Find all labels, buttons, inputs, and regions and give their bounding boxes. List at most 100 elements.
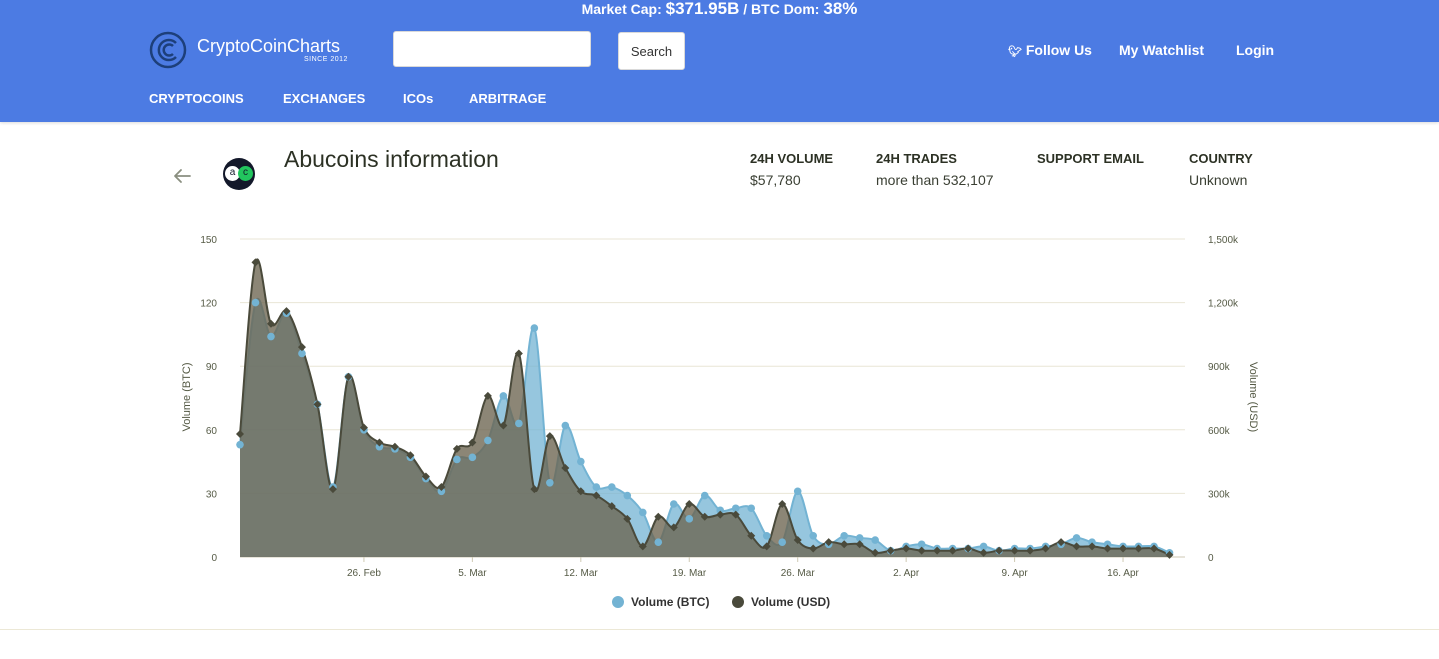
point-btc <box>979 542 988 551</box>
point-btc <box>793 487 802 496</box>
x-tick-label: 19. Mar <box>672 568 707 579</box>
back-arrow-icon[interactable] <box>170 164 194 188</box>
point-btc <box>762 532 771 540</box>
point-btc <box>731 504 740 513</box>
point-usd <box>328 485 337 494</box>
point-btc <box>1103 540 1112 549</box>
btc-dominance-value: 38% <box>823 0 858 18</box>
point-btc <box>747 504 756 513</box>
point-btc <box>577 457 585 466</box>
point-usd <box>406 451 415 460</box>
point-btc <box>251 298 260 307</box>
point-usd <box>995 546 1004 555</box>
point-usd <box>437 483 446 492</box>
point-usd <box>1119 544 1128 553</box>
point-usd <box>1010 546 1019 555</box>
point-usd <box>468 438 477 447</box>
legend-item-btc[interactable]: Volume (BTC) <box>612 595 709 609</box>
point-btc <box>700 491 709 500</box>
point-btc <box>1072 534 1081 542</box>
point-usd <box>359 423 368 432</box>
point-usd <box>669 523 678 532</box>
point-btc <box>515 419 523 428</box>
point-usd <box>654 512 663 521</box>
point-usd <box>1072 542 1081 551</box>
point-btc <box>669 500 678 508</box>
point-usd <box>1088 542 1097 551</box>
login-link[interactable]: Login <box>1236 42 1275 58</box>
point-usd <box>685 500 694 508</box>
search-input[interactable] <box>393 31 591 67</box>
stat-label-email: SUPPORT EMAIL <box>1037 151 1144 166</box>
point-usd <box>251 258 260 267</box>
y-right-tick-label: 1,200k <box>1208 299 1239 310</box>
point-usd <box>375 438 384 447</box>
point-btc <box>608 483 616 491</box>
y-left-tick-label: 120 <box>200 299 217 310</box>
point-usd <box>421 472 430 481</box>
point-btc <box>468 453 477 462</box>
nav-arbitrage[interactable]: ARBITRAGE <box>469 91 547 106</box>
stat-value-country: Unknown <box>1189 172 1248 188</box>
nav-icos[interactable]: ICOs <box>403 91 434 106</box>
footer-divider <box>0 629 1439 630</box>
site-header: Market Cap: $371.95B / BTC Dom: 38% Cryp… <box>0 0 1439 122</box>
point-usd <box>1041 544 1050 553</box>
point-usd <box>793 536 802 545</box>
logo-letter-a: a <box>225 166 240 181</box>
point-btc <box>840 532 848 540</box>
point-usd <box>282 307 291 316</box>
point-usd <box>530 485 539 494</box>
my-watchlist-link[interactable]: My Watchlist <box>1119 42 1205 58</box>
stat-label-volume: 24H VOLUME <box>750 151 834 166</box>
y-right-tick-label: 0 <box>1208 553 1214 564</box>
y-left-tick-label: 0 <box>211 553 217 564</box>
point-btc <box>871 536 879 544</box>
point-usd <box>592 491 601 500</box>
y-axis-left-title: Volume (BTC) <box>181 362 193 431</box>
y-left-tick-label: 30 <box>206 489 218 500</box>
point-usd <box>933 546 942 555</box>
search-button[interactable]: Search <box>618 32 685 70</box>
point-usd <box>747 531 756 540</box>
point-usd <box>871 548 880 557</box>
point-usd <box>561 463 570 472</box>
point-btc <box>236 440 244 449</box>
point-btc <box>561 421 570 430</box>
point-btc <box>499 392 508 400</box>
point-usd <box>344 372 353 381</box>
point-usd <box>1103 544 1112 553</box>
y-right-tick-label: 300k <box>1208 489 1231 500</box>
nav-exchanges[interactable]: EXCHANGES <box>283 91 366 106</box>
chart-areas <box>239 258 1170 557</box>
legend-item-usd[interactable]: Volume (USD) <box>732 595 830 609</box>
follow-us-link[interactable]: 🐦︎ Follow Us <box>1008 42 1092 58</box>
point-usd <box>700 512 709 521</box>
point-usd <box>824 538 833 547</box>
point-btc <box>623 491 632 500</box>
point-btc <box>437 487 446 496</box>
x-tick-label: 26. Feb <box>347 568 381 579</box>
point-usd <box>607 502 616 511</box>
y-right-tick-label: 600k <box>1208 426 1231 437</box>
point-btc <box>855 534 864 542</box>
stat-label-trades: 24H TRADES <box>876 151 957 166</box>
btc-dominance-label: / BTC Dom: <box>743 1 820 17</box>
point-usd <box>266 319 275 328</box>
point-usd <box>313 400 322 409</box>
market-cap-bar: Market Cap: $371.95B / BTC Dom: 38% <box>0 0 1439 18</box>
point-usd <box>638 542 647 551</box>
point-btc <box>716 506 725 515</box>
nav-cryptocoins[interactable]: CRYPTOCOINS <box>149 91 244 106</box>
point-btc <box>592 483 601 491</box>
y-left-tick-label: 60 <box>206 426 218 437</box>
logo-mark-icon <box>149 31 187 69</box>
site-logo[interactable]: CryptoCoinCharts SINCE 2012 <box>149 31 359 71</box>
x-tick-label: 9. Apr <box>1002 568 1029 579</box>
point-btc <box>375 442 384 451</box>
exchange-logo: a c <box>223 158 255 190</box>
point-btc <box>778 538 787 546</box>
y-left-tick-label: 150 <box>200 235 217 246</box>
point-btc <box>298 349 306 358</box>
point-usd <box>902 544 911 553</box>
